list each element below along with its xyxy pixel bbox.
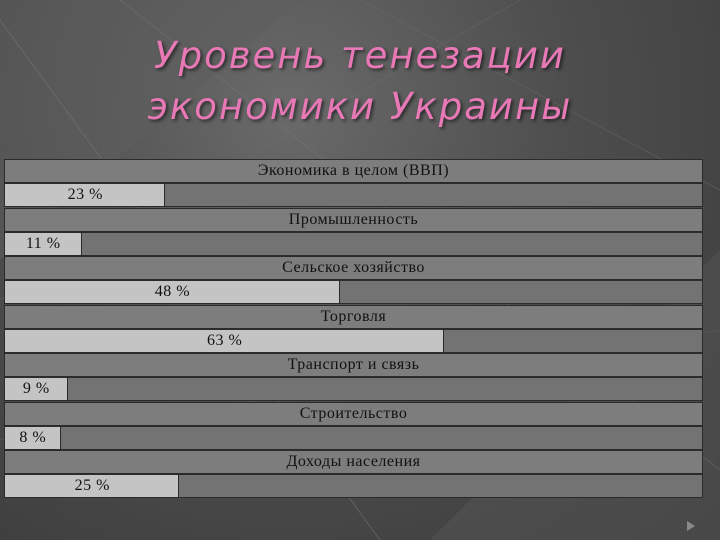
bar-value-label: 25 %: [74, 477, 110, 494]
bar-track: 63 %: [4, 328, 703, 353]
bar: [5, 475, 180, 497]
chart-row: Торговля 63 %: [4, 304, 703, 354]
bar: [5, 378, 68, 400]
category-label: Сельское хозяйство: [4, 256, 703, 280]
bar: [5, 281, 340, 303]
chart-row: Транспорт и связь 9 %: [4, 353, 703, 402]
bar-track: 48 %: [4, 280, 703, 304]
bar: [5, 426, 61, 449]
bar: [5, 184, 166, 206]
category-label: Торговля: [4, 304, 703, 329]
category-label: Транспорт и связь: [4, 353, 703, 377]
bar-value-label: 9 %: [22, 380, 50, 397]
bar-value-label: 23 %: [67, 186, 103, 203]
chart-row: Экономика в целом (ВВП) 23 %: [4, 159, 703, 208]
bar-value-label: 63 %: [207, 331, 243, 349]
bar-value-label: 8 %: [19, 428, 47, 446]
tenezation-bar-chart: Экономика в целом (ВВП) 23 % Промышленност…: [4, 159, 703, 499]
bar-value-label: 11 %: [25, 234, 61, 252]
chart-row: Промышленность 11 %: [4, 207, 703, 257]
bar-value-label: 48 %: [154, 283, 191, 300]
title-line-1: Уровень тенезации: [154, 34, 566, 77]
next-arrow-icon: [687, 521, 695, 531]
bar-track: 23 %: [4, 183, 703, 207]
category-label: Экономика в целом (ВВП): [4, 159, 703, 183]
title-line-2: экономики Украины: [147, 85, 573, 128]
chart-row: Сельское хозяйство 48 %: [4, 256, 703, 305]
bar: [5, 232, 82, 255]
bar-track: 9 %: [4, 377, 703, 401]
bar-track: 11 %: [4, 231, 703, 256]
chart-row: Доходы населения 25 %: [4, 450, 703, 499]
bar-track: 8 %: [4, 425, 703, 450]
bar: [5, 329, 445, 352]
category-label: Доходы населения: [4, 450, 703, 474]
bar-track: 25 %: [4, 474, 703, 498]
category-label: Промышленность: [4, 207, 703, 232]
chart-row: Строительство 8 %: [4, 401, 703, 451]
slide-title: Уровень тенезации экономики Украины: [0, 30, 720, 132]
category-label: Строительство: [4, 401, 703, 426]
